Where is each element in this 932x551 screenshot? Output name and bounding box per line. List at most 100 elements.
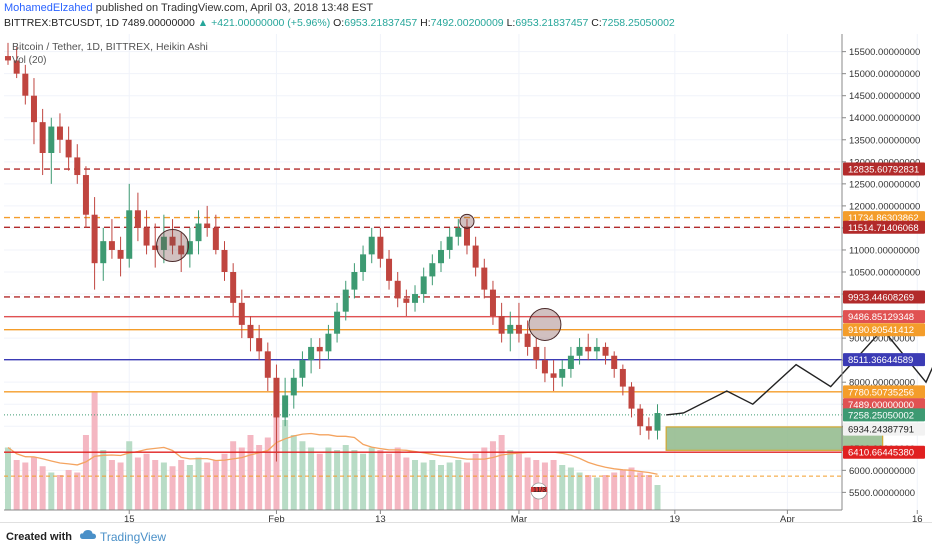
time-tick-label: 19 (670, 514, 681, 525)
published-text: published on TradingView.com, April 03, … (92, 2, 374, 14)
candle-body (273, 377, 280, 418)
price-label-box (843, 323, 925, 337)
price-label: 8511.36644589 (848, 355, 913, 366)
candle-body (645, 426, 652, 431)
price-label-box (843, 385, 925, 399)
volume-bar (360, 453, 367, 510)
volume-bar (498, 435, 505, 510)
volume-bar (39, 466, 46, 510)
candle-body (429, 263, 436, 277)
open-value: 6953.21837457 (344, 17, 418, 29)
price-label: 9190.80541412 (848, 325, 914, 336)
volume-bar (247, 435, 254, 510)
price-tick-label: 15000.00000000 (849, 69, 920, 80)
candle-body (65, 139, 72, 158)
horizontal-levels[interactable] (4, 168, 842, 477)
price-tick-label: 6000.00000000 (849, 466, 915, 477)
highlight-circle[interactable] (459, 213, 475, 229)
time-tick-label: Apr (780, 514, 795, 525)
price-tick-label: 8000.00000000 (849, 378, 915, 389)
candle-body (152, 245, 159, 250)
volume-bar (550, 460, 557, 510)
volume-label: Vol (20) (12, 55, 46, 66)
volume-bar (65, 470, 72, 510)
candle-body (169, 236, 176, 246)
price-label: 6934.24387791 (848, 425, 914, 436)
price-tick-label: 5500.00000000 (849, 488, 915, 499)
price-label: 6410.66445380 (848, 448, 914, 459)
price-label-box (843, 422, 925, 436)
projection-path[interactable] (666, 224, 932, 416)
volume-bar (524, 457, 531, 510)
author-link[interactable]: MohamedElzahed (4, 2, 93, 14)
flag-icon[interactable]: 11/3 (530, 482, 548, 500)
volume-bar (472, 453, 479, 510)
time-tick-label: 13 (375, 514, 386, 525)
candle-body (100, 241, 107, 264)
candle-body (576, 346, 583, 356)
volume-bar (394, 447, 401, 510)
candle-body (515, 324, 522, 334)
price-label: 9486.85129348 (848, 312, 914, 323)
time-tick-label: Feb (268, 514, 284, 525)
volume-bar (82, 435, 89, 510)
volume-bar (186, 465, 193, 510)
volume-bar (619, 470, 626, 510)
price-tick-label: 12500.00000000 (849, 179, 920, 190)
volume-bar (100, 450, 107, 510)
volume-bar (212, 460, 219, 510)
candle-body (334, 311, 341, 334)
volume-bar (463, 462, 470, 510)
candle-body (195, 223, 202, 242)
candle-body (108, 241, 115, 250)
price-label-box (843, 353, 925, 367)
volume-bar (74, 472, 81, 510)
candle-body (455, 227, 462, 237)
volume-bar (429, 460, 436, 510)
candle-body (489, 289, 496, 317)
volume-bar (585, 475, 592, 510)
volume-bar (282, 420, 289, 510)
candle-body (134, 210, 141, 228)
volume-bar (377, 450, 384, 510)
candle-body (654, 413, 661, 431)
volume-bar (230, 441, 237, 510)
volume-bar (593, 477, 600, 510)
volume-bar (351, 450, 358, 510)
candle-body (299, 360, 306, 378)
price-tick-label: 11000.00000000 (849, 245, 920, 256)
candle-body (438, 249, 444, 264)
candle-body (160, 236, 167, 250)
tradingview-link[interactable]: TradingView (100, 530, 167, 544)
highlight-circle[interactable] (528, 307, 562, 341)
volume-bar (5, 447, 11, 510)
volume-bar (507, 450, 514, 510)
price-label: 11734.86303862 (848, 213, 919, 224)
volume-bar (134, 457, 141, 510)
high-value: 7492.00200009 (430, 17, 504, 29)
candle-body (481, 267, 488, 290)
price-label: 7258.25050002 (848, 410, 914, 421)
volume-bar (256, 445, 263, 510)
volume-bar (221, 453, 228, 510)
target-zone[interactable] (665, 426, 884, 451)
change-up-icon: ▲ (197, 17, 209, 29)
drawings[interactable] (156, 155, 932, 451)
candle-body (394, 280, 401, 299)
candle-body (550, 373, 557, 378)
candle-body (412, 294, 419, 303)
time-axis[interactable]: 15Feb13Mar19Apr16May14 (124, 510, 932, 525)
price-label: 12835.60792831 (848, 165, 919, 176)
candle-body (204, 223, 211, 228)
candle-body (386, 258, 393, 281)
candle-body (446, 236, 453, 250)
volume-bar (576, 472, 583, 510)
highlight-circle[interactable] (156, 229, 190, 263)
candle-body (420, 276, 427, 295)
volume-bar (368, 447, 375, 510)
time-tick-label: Mar (511, 514, 527, 525)
volume-bar (654, 485, 661, 510)
volume-bar (308, 447, 315, 510)
candle-body (628, 386, 635, 409)
